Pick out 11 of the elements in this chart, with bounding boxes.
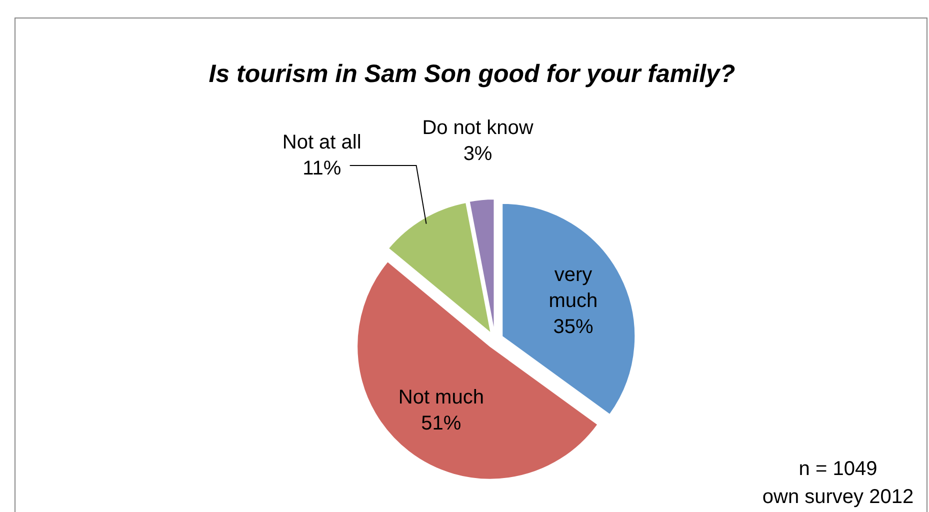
data-label: 11% xyxy=(302,157,342,180)
chart-title: Is tourism in Sam Son good for your family? xyxy=(208,60,736,88)
data-label: 3% xyxy=(463,142,492,165)
slice-label: very much xyxy=(548,264,598,312)
data-label: 51% xyxy=(421,412,462,434)
text: own survey 2012 xyxy=(762,486,914,508)
slice-label: Do not know xyxy=(422,116,534,139)
slice-label: Not much xyxy=(398,386,484,408)
data-label: 35% xyxy=(553,316,594,338)
slice-label: Not at all xyxy=(282,131,362,154)
text: n = 1049 xyxy=(798,458,878,480)
